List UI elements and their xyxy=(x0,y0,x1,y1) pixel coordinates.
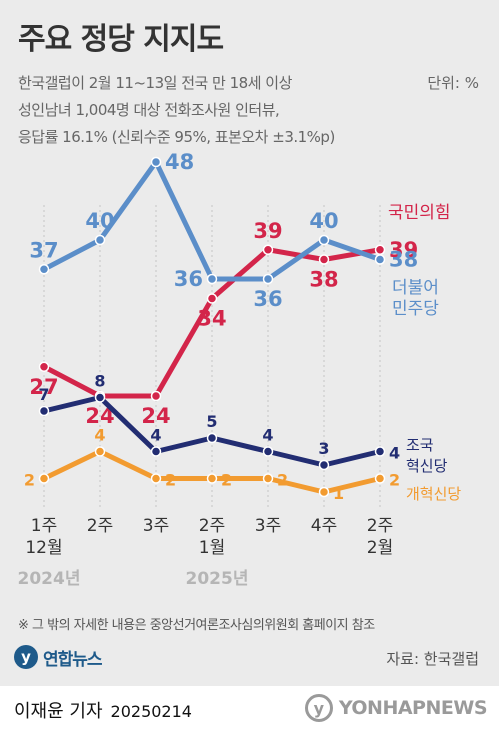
data-label: 39 xyxy=(253,219,282,243)
data-point xyxy=(206,273,218,285)
source-label: 자료: 한국갤럽 xyxy=(386,650,479,668)
data-label: 39 xyxy=(389,238,418,262)
data-point xyxy=(318,486,330,498)
data-label: 40 xyxy=(85,209,114,233)
data-point xyxy=(94,446,106,457)
data-label: 24 xyxy=(141,404,170,428)
x-tick-label: 12월 xyxy=(25,538,62,558)
data-label: 2 xyxy=(24,471,35,490)
data-point xyxy=(318,234,330,246)
data-point xyxy=(94,392,106,403)
data-point xyxy=(150,156,162,168)
series-name-label: 혁신당 xyxy=(406,457,448,475)
subtitle-line-2: 성인남녀 1,004명 대상 전화조사원 인터뷰, xyxy=(18,101,280,119)
series-name-label: 국민의힘 xyxy=(388,203,451,223)
x-tick-label: 2주 xyxy=(87,516,113,536)
data-point xyxy=(262,273,274,285)
data-label: 3 xyxy=(318,439,329,458)
data-point xyxy=(318,254,330,265)
data-point xyxy=(262,244,274,255)
data-label: 2 xyxy=(277,471,288,490)
data-point xyxy=(374,473,386,484)
yonhap-logo-icon: y xyxy=(14,645,38,669)
infographic-card: 주요 정당 지지도 한국갤럽이 2월 11~13일 전국 만 18세 이상 성인… xyxy=(0,0,499,686)
series-name-label: 민주당 xyxy=(392,299,439,319)
data-point xyxy=(374,254,386,265)
x-tick-label: 3주 xyxy=(143,516,169,536)
data-label: 2 xyxy=(221,471,232,490)
x-tick-label: 3주 xyxy=(255,516,281,536)
unit-label: 단위: % xyxy=(427,74,479,92)
data-point xyxy=(150,446,162,457)
data-point xyxy=(150,473,162,484)
x-tick-label: 4주 xyxy=(311,516,337,536)
data-point xyxy=(206,432,218,444)
brand-logo: y 연합뉴스 xyxy=(14,642,103,672)
year-label: 2024년 xyxy=(18,569,81,589)
data-label: 5 xyxy=(206,412,217,431)
watermark: y YONHAPNEWS xyxy=(304,694,488,722)
data-point xyxy=(38,405,50,417)
data-label: 1 xyxy=(333,484,344,503)
data-point xyxy=(374,446,386,457)
publish-date: 20250214 xyxy=(110,702,192,721)
data-point xyxy=(318,459,330,471)
subtitle-line-3: 응답률 16.1% (신뢰수준 95%, 표본오차 ±3.1%p) xyxy=(18,128,335,146)
watermark-text: YONHAPNEWS xyxy=(338,697,488,719)
data-point xyxy=(94,234,106,246)
data-label: 34 xyxy=(197,307,226,331)
data-label: 38 xyxy=(389,248,418,272)
data-label: 38 xyxy=(309,268,338,292)
data-label: 48 xyxy=(165,150,194,174)
series-name-label: 개혁신당 xyxy=(406,485,461,503)
series-name-label: 조국 xyxy=(406,436,434,454)
data-label: 4 xyxy=(389,444,400,463)
data-label: 27 xyxy=(29,375,58,399)
data-label: 4 xyxy=(262,426,273,445)
data-label: 4 xyxy=(150,426,161,445)
data-point xyxy=(262,473,274,484)
subtitle-line-1: 한국갤럽이 2월 11~13일 전국 만 18세 이상 xyxy=(18,74,292,92)
x-tick-label: 1월 xyxy=(199,538,225,558)
author: 이재윤 기자 xyxy=(14,701,103,722)
data-label: 36 xyxy=(253,287,282,311)
footnote: ※ 그 밖의 자세한 내용은 중앙선거여론조사심의위원회 홈페이지 참조 xyxy=(18,618,375,633)
data-point xyxy=(38,361,50,372)
series-name-label: 더불어 xyxy=(392,278,439,298)
data-point xyxy=(206,293,218,304)
data-label: 2 xyxy=(389,471,400,490)
data-label: 2 xyxy=(165,471,176,490)
x-tick-label: 1주 xyxy=(31,516,57,536)
data-point xyxy=(150,390,162,402)
data-label: 40 xyxy=(309,209,338,233)
x-tick-label: 2주 xyxy=(199,516,225,536)
watermark-logo-icon: y xyxy=(304,694,333,722)
data-point xyxy=(206,473,218,484)
data-label: 4 xyxy=(94,426,105,445)
data-label: 36 xyxy=(174,267,203,291)
data-label: 8 xyxy=(94,372,105,391)
x-tick-label: 2주 xyxy=(367,516,393,536)
data-point xyxy=(38,473,50,484)
data-point xyxy=(38,264,50,275)
year-label: 2025년 xyxy=(186,569,249,589)
data-label: 7 xyxy=(38,385,49,404)
data-point xyxy=(262,446,274,457)
brand-name: 연합뉴스 xyxy=(43,649,103,670)
byline: 이재윤 기자 20250214 xyxy=(14,697,192,723)
data-label: 37 xyxy=(29,238,58,262)
data-point xyxy=(374,244,386,255)
x-tick-label: 2월 xyxy=(367,538,393,558)
chart-title: 주요 정당 지지도 xyxy=(18,22,224,57)
